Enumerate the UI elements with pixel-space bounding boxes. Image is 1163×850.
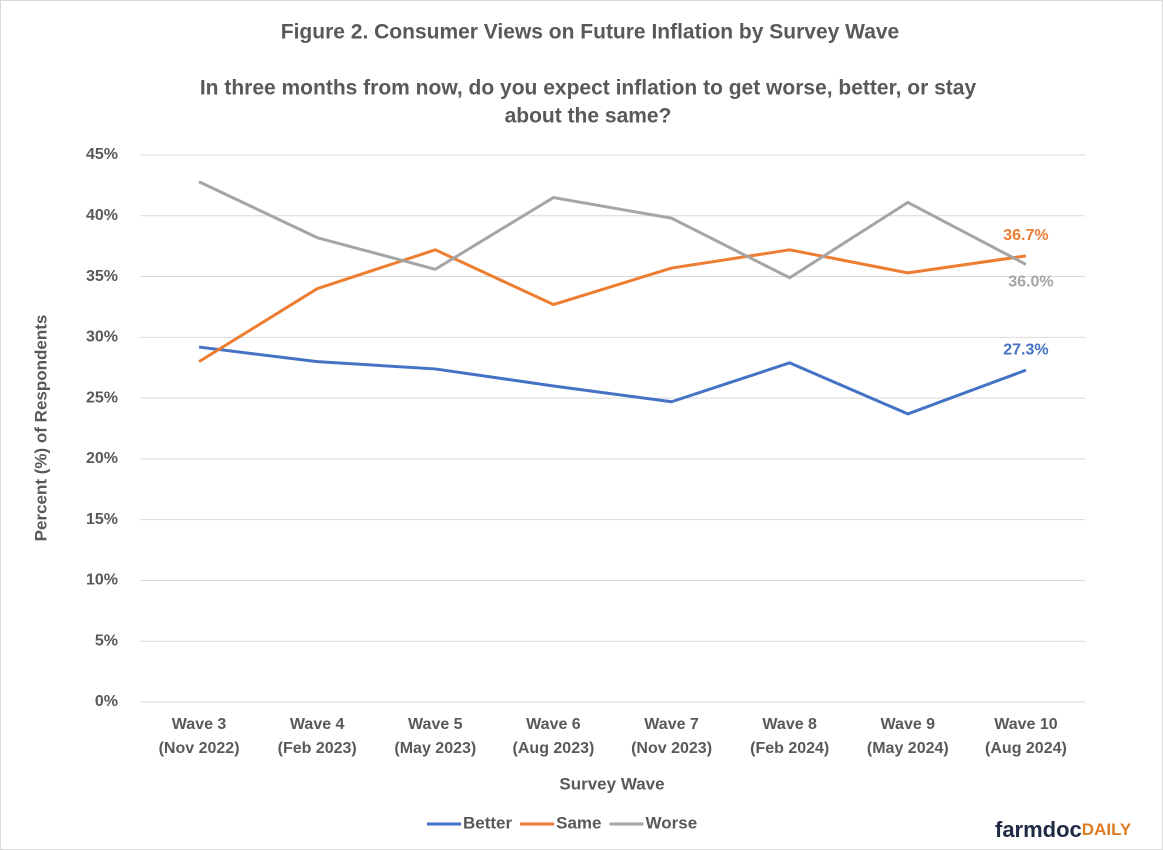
y-tick-label: 40% (86, 207, 118, 224)
y-tick-label: 0% (95, 693, 118, 710)
x-tick-label: Wave 7 (644, 716, 699, 733)
series-line (198, 248, 1027, 363)
legend-label: Same (556, 813, 601, 832)
data-label: 36.0% (1008, 274, 1053, 291)
y-tick-label: 45% (86, 146, 118, 163)
y-axis-title: Percent (%) of Respondents (31, 315, 50, 542)
logo: farmdocDAILY (995, 817, 1132, 842)
logo-accent: DAILY (1082, 820, 1132, 839)
chart-subtitle: In three months from now, do you expect … (200, 77, 977, 100)
x-tick-label: Wave 5 (408, 716, 463, 733)
series-line (198, 180, 1027, 280)
y-tick-label: 20% (86, 450, 118, 467)
chart-title: Figure 2. Consumer Views on Future Infla… (281, 21, 899, 44)
data-label: 27.3% (1003, 341, 1048, 358)
y-tick-label: 15% (86, 511, 118, 528)
x-tick-label: Wave 4 (290, 716, 345, 733)
y-tick-label: 25% (86, 389, 118, 406)
y-tick-label: 5% (95, 632, 118, 649)
series-line (198, 345, 1027, 416)
x-tick-label: (Aug 2023) (513, 740, 595, 757)
logo-main: farmdoc (995, 817, 1082, 842)
y-tick-label: 30% (86, 329, 118, 346)
x-tick-label: Wave 3 (172, 716, 227, 733)
data-label: 36.7% (1003, 227, 1048, 244)
chart-subtitle: about the same? (505, 105, 672, 128)
y-tick-label: 35% (86, 268, 118, 285)
x-tick-label: (Nov 2022) (159, 740, 240, 757)
x-tick-label: Wave 6 (526, 716, 581, 733)
x-tick-label: Wave 9 (881, 716, 936, 733)
x-tick-label: (Feb 2024) (750, 740, 829, 757)
x-tick-label: (Nov 2023) (631, 740, 712, 757)
x-tick-label: (May 2024) (867, 740, 949, 757)
legend-label: Better (463, 813, 513, 832)
y-tick-label: 10% (86, 572, 118, 589)
x-tick-label: Wave 10 (994, 716, 1058, 733)
legend-label: Worse (646, 813, 698, 832)
x-tick-label: (May 2023) (394, 740, 476, 757)
x-tick-label: (Aug 2024) (985, 740, 1067, 757)
x-tick-label: Wave 8 (762, 716, 817, 733)
x-tick-label: (Feb 2023) (278, 740, 357, 757)
x-axis-title: Survey Wave (559, 774, 664, 793)
